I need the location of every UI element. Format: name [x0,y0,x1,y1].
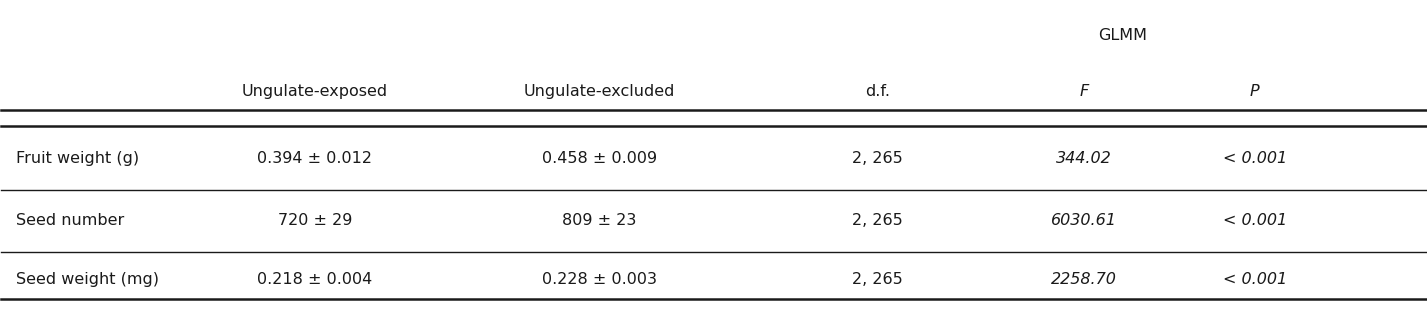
Text: d.f.: d.f. [865,84,890,99]
Text: 809 ± 23: 809 ± 23 [562,213,636,228]
Text: 0.394 ± 0.012: 0.394 ± 0.012 [257,151,372,166]
Text: < 0.001: < 0.001 [1223,151,1287,166]
Text: GLMM: GLMM [1099,28,1147,43]
Text: Ungulate-excluded: Ungulate-excluded [524,84,675,99]
Text: 6030.61: 6030.61 [1050,213,1117,228]
Text: 720 ± 29: 720 ± 29 [277,213,352,228]
Text: 2, 265: 2, 265 [852,213,903,228]
Text: 0.218 ± 0.004: 0.218 ± 0.004 [257,272,372,287]
Text: Ungulate-exposed: Ungulate-exposed [241,84,388,99]
Text: 0.228 ± 0.003: 0.228 ± 0.003 [542,272,656,287]
Text: P: P [1250,84,1260,99]
Text: F: F [1079,84,1089,99]
Text: < 0.001: < 0.001 [1223,272,1287,287]
Text: Fruit weight (g): Fruit weight (g) [16,151,138,166]
Text: 2, 265: 2, 265 [852,151,903,166]
Text: Seed number: Seed number [16,213,124,228]
Text: 344.02: 344.02 [1056,151,1112,166]
Text: 2258.70: 2258.70 [1050,272,1117,287]
Text: Seed weight (mg): Seed weight (mg) [16,272,158,287]
Text: 2, 265: 2, 265 [852,272,903,287]
Text: 0.458 ± 0.009: 0.458 ± 0.009 [542,151,656,166]
Text: < 0.001: < 0.001 [1223,213,1287,228]
